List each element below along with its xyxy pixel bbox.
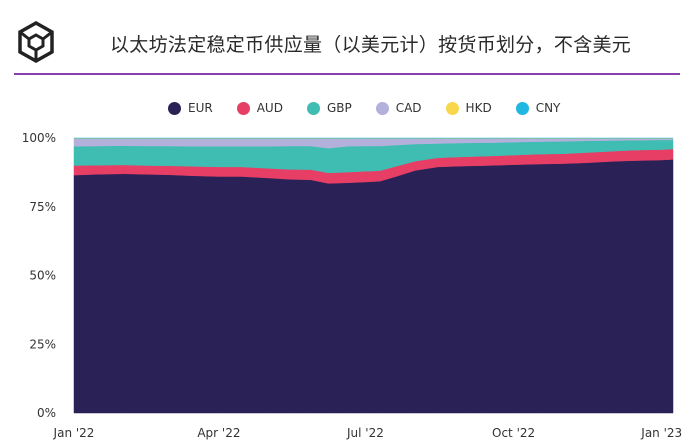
legend-item-cad[interactable]: CAD xyxy=(375,101,422,115)
legend-label: AUD xyxy=(256,101,283,115)
legend-item-hkd[interactable]: HKD xyxy=(445,101,492,115)
x-tick-label: Jan '22 xyxy=(53,426,95,440)
legend-item-eur[interactable]: EUR xyxy=(168,101,213,115)
y-tick-label: 0% xyxy=(37,406,56,420)
x-tick-label: Apr '22 xyxy=(197,426,240,440)
y-tick-label: 75% xyxy=(29,200,56,214)
legend-swatch xyxy=(445,101,459,115)
header-divider xyxy=(14,73,680,75)
chart-title: 以太坊法定稳定币供应量（以美元计）按货币划分，不含美元 xyxy=(110,34,632,56)
legend-item-cny[interactable]: CNY xyxy=(515,101,561,115)
chart-header: 以太坊法定稳定币供应量（以美元计）按货币划分，不含美元 xyxy=(0,0,700,76)
legend-swatch xyxy=(236,101,250,115)
legend-label: HKD xyxy=(465,101,492,115)
legend-label: GBP xyxy=(326,101,352,115)
legend-swatch xyxy=(515,101,529,115)
logo-cube-icon xyxy=(18,20,54,64)
legend-label: CNY xyxy=(535,101,561,115)
legend-label: EUR xyxy=(188,101,213,115)
legend-swatch xyxy=(306,101,320,115)
legend-label: CAD xyxy=(395,101,422,115)
legend-swatch xyxy=(168,101,181,115)
x-tick-label: Jan '23 xyxy=(640,426,682,440)
y-tick-label: 50% xyxy=(29,269,56,283)
legend-item-aud[interactable]: AUD xyxy=(236,101,283,115)
y-tick-label: 100% xyxy=(22,131,56,145)
legend-item-gbp[interactable]: GBP xyxy=(306,101,352,115)
area-series-eur[interactable] xyxy=(73,159,674,414)
chart-legend: EUR AUD GBP CAD HKD CNY xyxy=(168,100,584,116)
y-tick-label: 25% xyxy=(29,337,56,351)
x-tick-label: Jul '22 xyxy=(346,426,384,440)
x-tick-label: Oct '22 xyxy=(492,426,535,440)
legend-swatch xyxy=(375,101,389,115)
